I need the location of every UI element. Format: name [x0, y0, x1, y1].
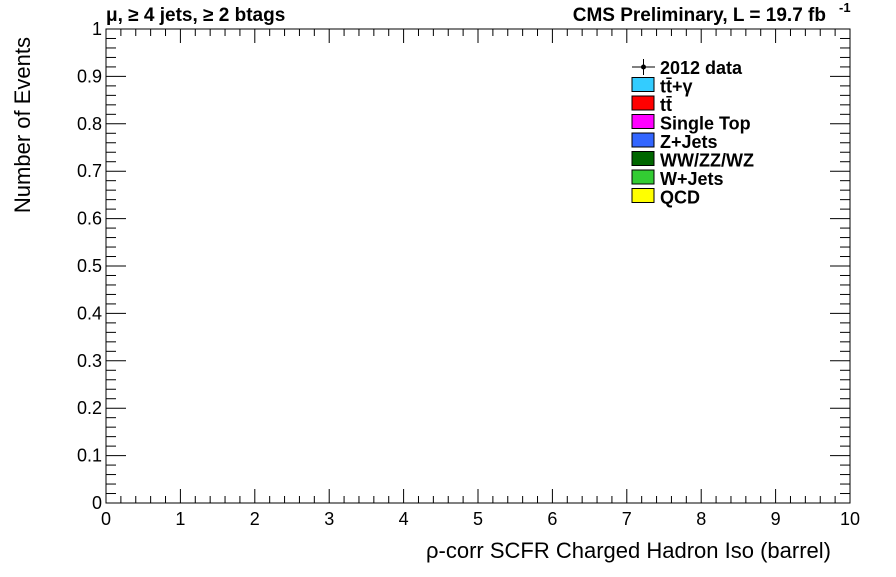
legend-swatch: [631, 169, 655, 185]
y-tick-label: 0.2: [77, 398, 102, 418]
legend-label: WW/ZZ/WZ: [660, 151, 754, 171]
y-tick-label: 0.3: [77, 351, 102, 371]
x-tick-label: 5: [473, 509, 483, 529]
y-tick-label: 0.7: [77, 161, 102, 181]
legend-swatch: [631, 151, 655, 166]
y-tick-label: 0.4: [77, 303, 102, 323]
legend-swatch: [631, 188, 655, 203]
chart-title-right-superscript: -1: [839, 0, 851, 15]
y-axis-label: Number of Events: [10, 37, 35, 213]
legend-label: 2012 data: [660, 58, 743, 78]
y-tick-label: 0.1: [77, 446, 102, 466]
x-tick-label: 6: [547, 509, 557, 529]
legend-swatch: [631, 95, 655, 111]
x-tick-label: 3: [324, 509, 334, 529]
y-tick-label: 0: [92, 493, 102, 513]
axis-ticks: [105, 28, 851, 504]
x-tick-label: 7: [622, 509, 632, 529]
legend-label: Z+Jets: [660, 132, 718, 152]
x-tick-label: 4: [399, 509, 409, 529]
chart-title-left: μ, ≥ 4 jets, ≥ 2 btags: [106, 5, 285, 26]
y-tick-label: 0.8: [77, 114, 102, 134]
legend-data-marker: [641, 64, 646, 70]
x-tick-label: 1: [175, 509, 185, 529]
x-tick-label: 9: [771, 509, 781, 529]
x-axis-label: ρ-corr SCFR Charged Hadron Iso (barrel): [426, 538, 831, 563]
legend-label: tt̄: [660, 95, 672, 115]
legend-swatch: [631, 77, 655, 92]
x-tick-label: 2: [250, 509, 260, 529]
y-tick-label: 0.5: [77, 256, 102, 276]
legend-swatch: [631, 132, 655, 148]
chart-title-right: CMS Preliminary, L = 19.7 fb: [573, 5, 826, 26]
x-tick-label: 0: [101, 509, 111, 529]
y-tick-label: 0.6: [77, 209, 102, 229]
legend-swatch: [631, 114, 655, 129]
plot-frame: [105, 28, 851, 504]
legend-label: QCD: [660, 188, 700, 208]
y-tick-label: 0.9: [77, 66, 102, 86]
x-axis-tick-labels: 0 1 2 3 4 5 6 7 8 9 10: [101, 509, 860, 529]
legend-label: tt̄+γ: [660, 77, 693, 97]
y-tick-label: 1: [92, 19, 102, 39]
legend-label: Single Top: [660, 114, 751, 134]
y-axis-tick-labels: 0 0.1 0.2 0.3 0.4 0.5 0.6 0.7 0.8 0.9 1: [77, 19, 102, 513]
x-tick-label: 10: [840, 509, 860, 529]
x-tick-label: 8: [696, 509, 706, 529]
legend-label: W+Jets: [660, 169, 724, 189]
